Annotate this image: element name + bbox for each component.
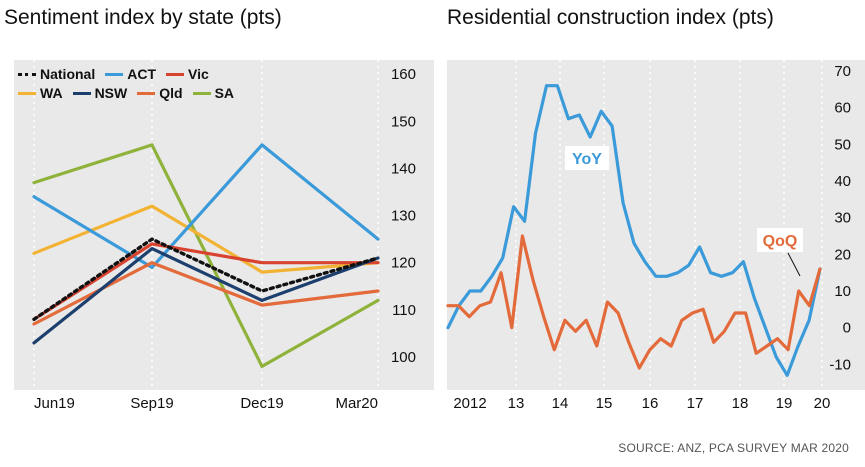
y-tick-label-100: 100 — [391, 349, 416, 366]
series-line-act — [32, 143, 380, 269]
series-line-sa — [32, 143, 380, 368]
y-tick-label-140: 140 — [391, 160, 416, 177]
y-tick-label-150: 150 — [391, 113, 416, 130]
x-tick-label-17: 17 — [687, 395, 704, 412]
y-tick-label-160: 160 — [391, 66, 416, 83]
x-tick-label-14: 14 — [552, 395, 569, 412]
y-tick-label-10: 10 — [834, 283, 851, 300]
x-tick-label-13: 13 — [508, 395, 525, 412]
y-tick-label-70: 70 — [834, 63, 851, 80]
legend-row-1: National ACT Vic — [18, 66, 234, 82]
legend-swatch-qld — [137, 91, 156, 95]
legend-swatch-national — [18, 72, 36, 76]
x-tick-label-20: 20 — [814, 395, 831, 412]
legend-vic: Vic — [166, 66, 209, 82]
legend-act: ACT — [105, 66, 156, 82]
annotation-box-yoy — [565, 146, 609, 170]
legend-label-vic: Vic — [188, 66, 209, 82]
x-tick-label-2012: 2012 — [453, 395, 486, 412]
legend-label-sa: SA — [214, 85, 235, 101]
legend-swatch-nsw — [72, 91, 91, 95]
legend-qld: Qld — [137, 85, 183, 101]
legend-label-act: ACT — [127, 66, 157, 82]
construction-chart-title: Residential construction index (pts) — [447, 6, 774, 29]
series-line-wa — [32, 204, 380, 274]
source-note: SOURCE: ANZ, PCA SURVEY MAR 2020 — [618, 441, 849, 455]
sentiment-legend: National ACT Vic WA NSW Qld SA — [18, 66, 234, 104]
legend-row-2: WA NSW Qld SA — [18, 85, 234, 101]
legend-swatch-wa — [18, 91, 36, 95]
x-tick-label-mar20: Mar20 — [335, 395, 378, 412]
series-line-nsw — [32, 247, 380, 345]
legend-national: National — [18, 66, 95, 82]
x-tick-label-jun19: Jun19 — [34, 395, 75, 412]
legend-wa: WA — [18, 85, 63, 101]
x-tick-label-18: 18 — [732, 395, 749, 412]
annotation-box-qoq — [757, 228, 803, 252]
legend-sa: SA — [192, 85, 235, 101]
legend-nsw: NSW — [72, 85, 128, 101]
y-tick-label-30: 30 — [834, 210, 851, 227]
series-line-yoy — [446, 84, 822, 377]
y-tick-label-20: 20 — [834, 246, 851, 263]
sentiment-chart-title: Sentiment index by state (pts) — [4, 6, 282, 29]
y-tick-label-60: 60 — [834, 100, 851, 117]
legend-label-national: National — [40, 66, 96, 82]
legend-label-wa: WA — [40, 85, 63, 101]
annotation-qoq: QoQ — [763, 233, 798, 250]
y-tick-label-50: 50 — [834, 136, 851, 153]
y-tick-label-110: 110 — [392, 302, 416, 319]
y-tick-label--10: -10 — [829, 356, 851, 373]
x-tick-label-dec19: Dec19 — [240, 395, 283, 412]
legend-swatch-sa — [192, 91, 211, 95]
annotation-leader-qoq — [787, 252, 801, 277]
y-tick-label-40: 40 — [834, 173, 851, 190]
series-line-qld — [32, 261, 380, 326]
series-line-vic — [32, 242, 380, 321]
legend-swatch-act — [105, 72, 124, 76]
x-tick-label-sep19: Sep19 — [130, 395, 173, 412]
y-tick-label-120: 120 — [391, 255, 416, 272]
y-tick-label-130: 130 — [391, 208, 416, 225]
x-tick-label-15: 15 — [596, 395, 613, 412]
legend-swatch-vic — [166, 72, 185, 76]
x-tick-label-16: 16 — [642, 395, 659, 412]
annotation-yoy: YoY — [572, 151, 602, 168]
series-line-qoq — [446, 234, 822, 370]
x-tick-label-19: 19 — [776, 395, 793, 412]
legend-label-nsw: NSW — [94, 85, 128, 101]
legend-label-qld: Qld — [159, 85, 183, 101]
y-tick-label-0: 0 — [843, 320, 851, 337]
series-line-national — [32, 237, 380, 321]
